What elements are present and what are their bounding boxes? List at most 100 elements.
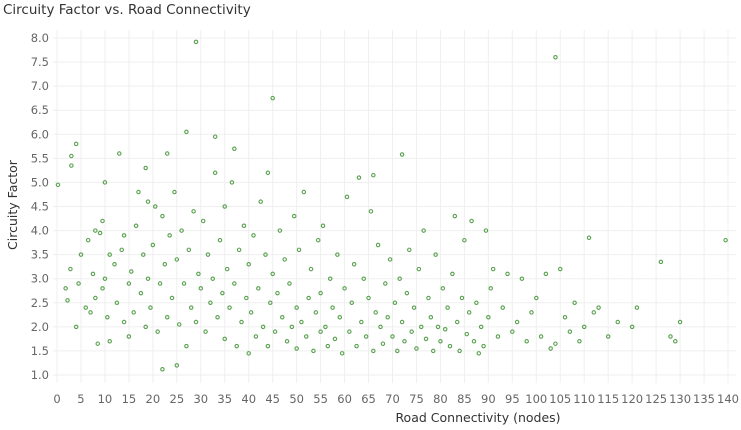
scatter-point	[723, 237, 728, 243]
scatter-point	[459, 295, 465, 301]
scatter-point	[208, 300, 213, 306]
scatter-point	[241, 223, 247, 229]
scatter-point	[342, 286, 347, 291]
x-tick-label: 80	[433, 392, 448, 406]
scatter-point	[452, 213, 458, 219]
scatter-point	[239, 319, 244, 325]
y-axis-ticks: 1.0 1.5 2.0 2.5 3.0 3.5 4.0 4.5 5.0 5.5 6.0 6.5 7.0 7…	[31, 31, 49, 382]
x-axis-ticks: 0 5 10 15 20 25 30 35 40 45 50 55 60 65 70 75 80 85 90 95 10…	[53, 392, 739, 406]
scatter-point	[383, 281, 388, 286]
scatter-point	[220, 290, 225, 296]
scatter-point	[469, 218, 474, 224]
scatter-point	[323, 324, 328, 330]
scatter-point	[191, 209, 196, 214]
scatter-point	[404, 290, 410, 296]
scatter-point	[160, 213, 165, 219]
scatter-point	[196, 271, 201, 277]
scatter-point	[236, 247, 242, 253]
scatter-point	[258, 199, 263, 204]
scatter-point	[246, 351, 251, 356]
y-tick-label: 8.0	[31, 31, 49, 45]
scatter-point	[325, 343, 331, 349]
scatter-point	[557, 266, 563, 272]
scatter-point	[291, 213, 297, 219]
scatter-point	[277, 228, 283, 233]
scatter-point	[63, 286, 68, 291]
y-tick-label: 5.0	[31, 175, 49, 189]
scatter-point	[265, 170, 271, 176]
scatter-point	[605, 334, 611, 339]
scatter-point	[311, 348, 316, 354]
scatter-point	[93, 295, 98, 301]
scatter-point	[65, 298, 70, 303]
scatter-point	[301, 189, 307, 195]
scatter-point	[275, 290, 280, 296]
scatter-point	[399, 319, 405, 325]
scatter-point	[210, 276, 216, 281]
scatter-point	[212, 170, 218, 176]
scatter-point	[174, 363, 180, 368]
scatter-point	[548, 346, 553, 351]
scatter-point	[296, 247, 302, 253]
scatter-point	[375, 242, 381, 248]
scatter-point	[107, 252, 112, 257]
scatter-point	[251, 233, 256, 238]
x-tick-label: 10	[98, 392, 113, 406]
scatter-point	[363, 334, 369, 339]
x-tick-label: 110	[573, 392, 595, 406]
scatter-point	[270, 95, 275, 101]
scatter-point	[385, 314, 390, 320]
scatter-point	[294, 305, 299, 310]
scatter-point	[368, 209, 374, 214]
x-tick-label: 40	[241, 392, 256, 406]
scatter-point	[126, 281, 132, 286]
x-tick-label: 35	[217, 392, 232, 406]
scatter-point	[145, 276, 151, 281]
scatter-point	[157, 281, 163, 286]
scatter-point	[162, 262, 168, 267]
scatter-point	[567, 329, 573, 334]
scatter-point	[354, 343, 359, 349]
scatter-point	[100, 286, 105, 291]
scatter-point	[553, 341, 558, 346]
x-tick-label: 90	[481, 392, 496, 406]
y-tick-label: 1.5	[31, 344, 49, 358]
scatter-point	[361, 276, 366, 281]
scatter-point	[229, 180, 235, 185]
scatter-point	[387, 257, 393, 262]
y-tick-label: 1.0	[31, 368, 49, 382]
scatter-point	[179, 228, 184, 233]
scatter-point	[359, 319, 364, 325]
scatter-point	[435, 324, 441, 330]
x-tick-label: 60	[337, 392, 352, 406]
y-axis-title: Circuity Factor	[5, 159, 20, 250]
scatter-point	[263, 252, 268, 257]
x-tick-label: 105	[549, 392, 571, 406]
scatter-point	[366, 295, 371, 301]
scatter-point	[153, 204, 158, 209]
scatter-point	[68, 266, 73, 272]
scatter-point	[136, 189, 141, 195]
scatter-point	[486, 314, 491, 320]
scatter-point	[76, 281, 81, 286]
scatter-point	[447, 343, 453, 349]
scatter-point	[442, 327, 448, 332]
scatter-point	[337, 314, 343, 320]
scatter-point	[553, 55, 558, 60]
scatter-point	[294, 346, 299, 351]
scatter-point	[562, 314, 568, 320]
y-tick-label: 7.0	[31, 79, 49, 93]
scatter-point	[344, 194, 350, 200]
scatter-point	[335, 252, 340, 257]
scatter-point	[97, 230, 103, 236]
x-tick-label: 135	[693, 392, 715, 406]
x-tick-label: 15	[122, 392, 137, 406]
x-tick-label: 45	[265, 392, 280, 406]
data-points	[55, 39, 728, 372]
x-tick-label: 115	[597, 392, 619, 406]
scatter-point	[524, 339, 529, 344]
scatter-point	[673, 339, 678, 344]
scatter-point	[69, 163, 74, 168]
scatter-point	[433, 252, 438, 257]
